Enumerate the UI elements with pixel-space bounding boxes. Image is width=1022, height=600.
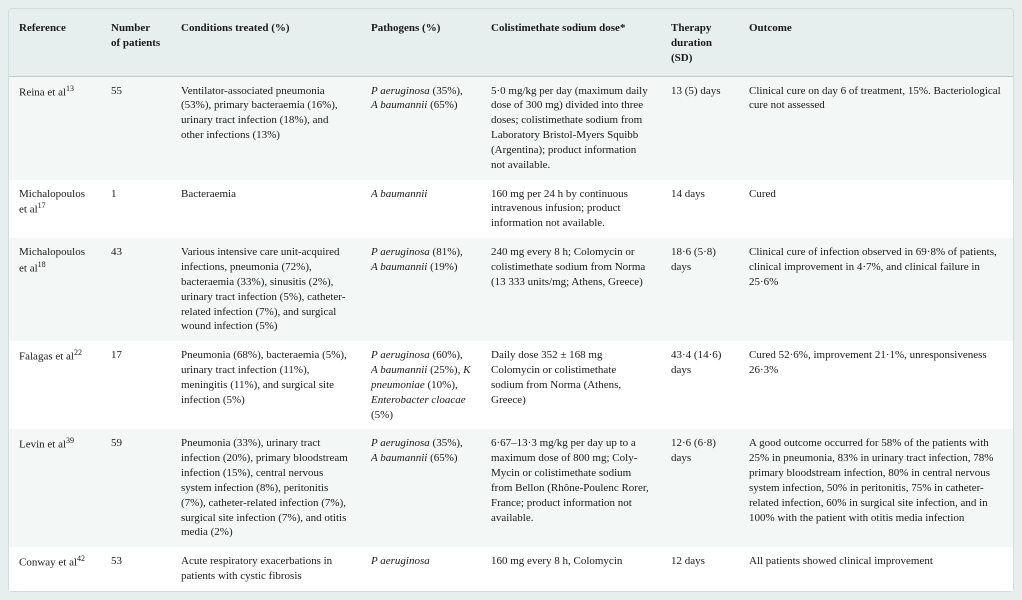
cell-reference: Michalopoulos et al18 (9, 238, 101, 341)
cell-patients: 43 (101, 238, 171, 341)
cell-patients: 59 (101, 429, 171, 547)
cell-outcome: All patients showed clinical improvement (739, 547, 1013, 591)
cell-pathogens: P aeruginosa (60%), A baumannii (25%), K… (361, 341, 481, 429)
cell-duration: 12·6 (6·8) days (661, 429, 739, 547)
cell-patients: 53 (101, 547, 171, 591)
cell-duration: 13 (5) days (661, 76, 739, 180)
cell-duration: 14 days (661, 180, 739, 239)
col-header-outcome: Outcome (739, 13, 1013, 76)
cell-reference: Conway et al42 (9, 547, 101, 591)
data-table: Reference Number of patients Conditions … (9, 13, 1013, 591)
cell-outcome: Clinical cure on day 6 of treatment, 15%… (739, 76, 1013, 180)
cell-duration: 12 days (661, 547, 739, 591)
cell-conditions: Pneumonia (33%), urinary tract infection… (171, 429, 361, 547)
table-body: Reina et al1355Ventilator-associated pne… (9, 76, 1013, 591)
table-row: Reina et al1355Ventilator-associated pne… (9, 76, 1013, 180)
cell-dose: 240 mg every 8 h; Colomycin or colistime… (481, 238, 661, 341)
col-header-conditions: Conditions treated (%) (171, 13, 361, 76)
table-row: Levin et al3959Pneumonia (33%), urinary … (9, 429, 1013, 547)
cell-dose: Daily dose 352 ± 168 mg Colomycin or col… (481, 341, 661, 429)
cell-reference: Reina et al13 (9, 76, 101, 180)
table-row: Michalopoulos et al171BacteraemiaA bauma… (9, 180, 1013, 239)
cell-pathogens: P aeruginosa (81%), A baumannii (19%) (361, 238, 481, 341)
table-row: Falagas et al2217Pneumonia (68%), bacter… (9, 341, 1013, 429)
cell-pathogens: A baumannii (361, 180, 481, 239)
table-row: Conway et al4253Acute respiratory exacer… (9, 547, 1013, 591)
cell-patients: 1 (101, 180, 171, 239)
cell-patients: 17 (101, 341, 171, 429)
col-header-duration: Therapy duration (SD) (661, 13, 739, 76)
cell-dose: 160 mg every 8 h, Colomycin (481, 547, 661, 591)
table-row: Michalopoulos et al1843Various intensive… (9, 238, 1013, 341)
cell-duration: 43·4 (14·6) days (661, 341, 739, 429)
cell-reference: Falagas et al22 (9, 341, 101, 429)
cell-dose: 5·0 mg/kg per day (maximum daily dose of… (481, 76, 661, 180)
cell-duration: 18·6 (5·8) days (661, 238, 739, 341)
table-header-row: Reference Number of patients Conditions … (9, 13, 1013, 76)
cell-dose: 6·67–13·3 mg/kg per day up to a maximum … (481, 429, 661, 547)
cell-reference: Levin et al39 (9, 429, 101, 547)
clinical-studies-table: Reference Number of patients Conditions … (8, 8, 1014, 592)
cell-conditions: Pneumonia (68%), bacteraemia (5%), urina… (171, 341, 361, 429)
cell-patients: 55 (101, 76, 171, 180)
col-header-patients: Number of patients (101, 13, 171, 76)
col-header-dose: Colistimethate sodium dose* (481, 13, 661, 76)
cell-conditions: Various intensive care unit-acquired inf… (171, 238, 361, 341)
cell-dose: 160 mg per 24 h by continuous intravenou… (481, 180, 661, 239)
cell-conditions: Acute respiratory exacerbations in patie… (171, 547, 361, 591)
cell-outcome: A good outcome occurred for 58% of the p… (739, 429, 1013, 547)
cell-outcome: Cured (739, 180, 1013, 239)
cell-outcome: Clinical cure of infection observed in 6… (739, 238, 1013, 341)
cell-conditions: Ventilator-associated pneumonia (53%), p… (171, 76, 361, 180)
col-header-pathogens: Pathogens (%) (361, 13, 481, 76)
cell-pathogens: P aeruginosa (35%), A baumannii (65%) (361, 429, 481, 547)
col-header-reference: Reference (9, 13, 101, 76)
cell-pathogens: P aeruginosa (35%), A baumannii (65%) (361, 76, 481, 180)
cell-reference: Michalopoulos et al17 (9, 180, 101, 239)
cell-conditions: Bacteraemia (171, 180, 361, 239)
cell-pathogens: P aeruginosa (361, 547, 481, 591)
cell-outcome: Cured 52·6%, improvement 21·1%, unrespon… (739, 341, 1013, 429)
